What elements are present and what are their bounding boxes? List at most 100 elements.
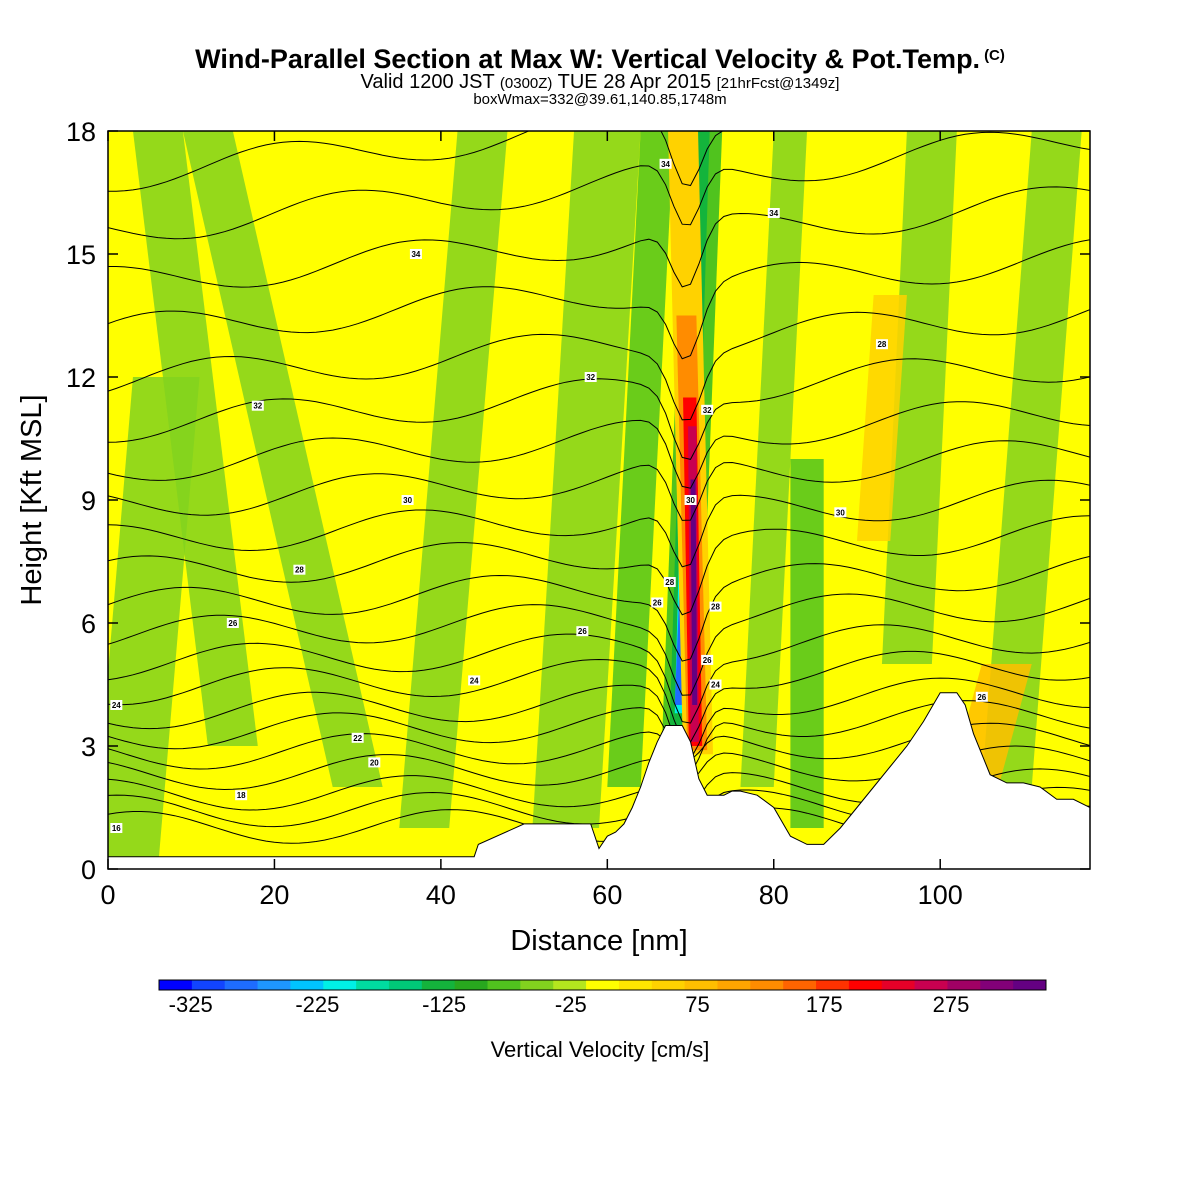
colorbar-swatch xyxy=(947,980,981,990)
colorbar-swatch xyxy=(159,980,193,990)
contour-label: 30 xyxy=(686,496,695,505)
contour-label-bg xyxy=(659,158,672,169)
copyright-mark: (C) xyxy=(984,47,1005,64)
colorbar-tick-label: 175 xyxy=(806,992,843,1017)
colorbar: -325 -225 -125 -25 75 175 275 xyxy=(158,979,1047,1017)
x-tick-label: 20 xyxy=(259,880,289,910)
colorbar-title: Vertical Velocity [cm/s] xyxy=(491,1037,710,1062)
contour-label: 28 xyxy=(665,578,674,587)
colorbar-tick-label: 75 xyxy=(685,992,709,1017)
theta-contour xyxy=(108,131,724,192)
theta-contour xyxy=(108,515,1090,616)
colorbar-swatch xyxy=(1013,980,1047,990)
contour-label: 16 xyxy=(112,824,121,833)
x-tick-label: 0 xyxy=(100,880,115,910)
x-axis: 0 20 40 60 80 100 xyxy=(100,131,963,910)
valid-prefix: Valid 1200 JST xyxy=(360,71,495,93)
colorbar-tick-label: 275 xyxy=(933,992,970,1017)
contour-label: 22 xyxy=(353,734,362,743)
colorbar-swatch xyxy=(618,980,653,990)
contour-label-bg xyxy=(875,339,888,350)
contour-label-bg xyxy=(251,400,264,411)
contour-label: 24 xyxy=(711,681,720,690)
colorbar-frame xyxy=(158,979,1047,991)
velocity-streak xyxy=(790,459,824,828)
colorbar-swatch xyxy=(454,980,489,990)
colorbar-swatch xyxy=(651,980,686,990)
x-axis-label: Distance [nm] xyxy=(510,925,687,957)
contour-label: 34 xyxy=(769,209,778,218)
title-text: Wind-Parallel Section at Max W: Vertical… xyxy=(195,44,981,74)
velocity-streak xyxy=(532,131,641,828)
velocity-streak xyxy=(740,131,808,787)
terrain xyxy=(108,692,1090,869)
colorbar-swatch xyxy=(717,980,751,990)
contour-label: 26 xyxy=(653,599,662,608)
colorbar-swatch xyxy=(553,980,587,990)
contour-label: 32 xyxy=(703,406,712,415)
theta-contour xyxy=(108,479,1090,568)
velocity-streak xyxy=(399,131,508,828)
y-tick-label: 18 xyxy=(66,117,96,147)
box-info: boxWmax=332@39.61,140.85,1748m xyxy=(473,91,727,108)
contour-label: 30 xyxy=(403,496,412,505)
contour-label-bg xyxy=(709,679,722,690)
colorbar-swatch xyxy=(914,980,948,990)
x-tick-label: 60 xyxy=(592,880,622,910)
colorbar-swatch xyxy=(323,980,357,990)
colorbar-swatch xyxy=(191,980,226,990)
contour-label: 20 xyxy=(370,758,379,767)
contour-label-bg xyxy=(401,495,414,505)
y-tick-label: 0 xyxy=(81,855,96,885)
colorbar-tick-label: -325 xyxy=(169,992,213,1017)
contour-label: 32 xyxy=(253,402,262,411)
contour-label: 30 xyxy=(836,508,845,517)
contour-label-bg xyxy=(351,732,364,743)
theta-contour xyxy=(108,358,1090,460)
valid-date: TUE 28 Apr 2015 xyxy=(557,71,712,93)
colorbar-swatch xyxy=(257,980,291,990)
velocity-streak xyxy=(981,131,1082,787)
theta-contour xyxy=(108,593,1090,696)
contour-label: 26 xyxy=(578,627,587,636)
x-tick-label: 100 xyxy=(918,880,963,910)
y-tick-label: 9 xyxy=(81,486,96,516)
contour-label-bg xyxy=(409,249,422,259)
colorbar-swatch xyxy=(520,980,554,990)
contour-label: 24 xyxy=(112,701,121,710)
contour-label-bg xyxy=(701,654,714,665)
contour-label: 34 xyxy=(661,160,670,169)
velocity-streak xyxy=(108,377,200,869)
plot-area: 16 18 20 22 24 24 24 26 26 26 26 26 28 28 28 28 30 30 30 32… xyxy=(108,131,1090,869)
theta-contour xyxy=(108,131,1090,240)
y-axis: 0 3 6 9 12 15 18 xyxy=(66,117,1090,885)
contour-label: 28 xyxy=(711,603,720,612)
contour-label: 28 xyxy=(877,340,886,349)
chart-subtitle: Valid 1200 JST (0300Z) TUE 28 Apr 2015 [… xyxy=(0,71,1200,94)
colorbar-swatch xyxy=(421,980,456,990)
contour-label: 26 xyxy=(228,619,237,628)
contour-label: 26 xyxy=(703,656,712,665)
velocity-streak xyxy=(182,131,383,787)
theta-contour xyxy=(108,555,1090,662)
theta-contour xyxy=(108,401,1090,489)
contour-label-bg xyxy=(226,618,239,628)
contour-label-bg xyxy=(576,626,589,637)
contour-label-bg xyxy=(584,372,597,382)
velocity-streak xyxy=(856,295,907,541)
x-tick-label: 40 xyxy=(426,880,456,910)
contour-label: 34 xyxy=(411,250,420,259)
colorbar-swatch xyxy=(881,980,916,990)
contour-label-bg xyxy=(663,577,676,587)
colorbar-swatch xyxy=(980,980,1014,990)
y-tick-label: 15 xyxy=(66,240,96,270)
colorbar-swatch xyxy=(388,980,423,990)
theta-contour xyxy=(108,239,1090,360)
contour-label-bg xyxy=(110,823,123,833)
chart-title: Wind-Parallel Section at Max W: Vertical… xyxy=(0,44,1200,75)
colorbar-swatch xyxy=(684,980,718,990)
contour-label-bg xyxy=(235,790,248,801)
contour-label-bg xyxy=(468,675,481,686)
contour-label-bg xyxy=(110,700,123,710)
